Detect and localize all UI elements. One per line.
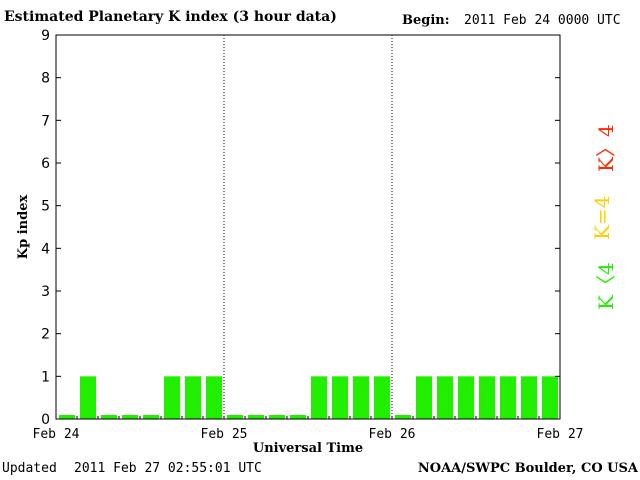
- y-tick-label: 2: [41, 327, 50, 343]
- y-tick-label: 6: [41, 156, 50, 172]
- kp-bar: [437, 376, 453, 419]
- kp-bar: [206, 376, 222, 419]
- y-axis: 0 1 2 3 4 5 6 7 8 9: [41, 28, 560, 428]
- kp-bar: [290, 415, 306, 419]
- kp-bar: [458, 376, 474, 419]
- kp-bar: [227, 415, 243, 419]
- updated-label: Updated: [2, 461, 57, 476]
- kp-bar: [143, 415, 159, 419]
- x-tick-label: Feb 25: [201, 427, 248, 442]
- kp-bar: [59, 415, 75, 419]
- kp-bar: [185, 376, 201, 419]
- x-axis: Feb 24 Feb 25 Feb 26 Feb 27: [33, 416, 584, 442]
- legend-k-less-than-4: K〈4: [594, 262, 618, 310]
- y-tick-label: 5: [41, 199, 50, 215]
- kp-bar: [248, 415, 264, 419]
- plot-frame: [55, 34, 561, 420]
- y-tick-label: 1: [41, 369, 50, 385]
- kp-bar: [164, 376, 180, 419]
- y-tick-label: 8: [41, 71, 50, 87]
- kp-bar: [80, 376, 96, 419]
- y-tick-label: 0: [41, 412, 50, 428]
- updated-value: 2011 Feb 27 02:55:01 UTC: [74, 461, 262, 476]
- x-tick-label: Feb 27: [537, 427, 584, 442]
- kp-bar: [269, 415, 285, 419]
- kp-bar: [122, 415, 138, 419]
- kp-bar: [416, 376, 432, 419]
- begin-value: 2011 Feb 24 0000 UTC: [464, 13, 621, 28]
- kp-bar: [311, 376, 327, 419]
- y-axis-label: Kp index: [16, 195, 31, 260]
- kp-bar: [332, 376, 348, 419]
- y-tick-label: 7: [41, 113, 50, 129]
- kp-bar: [542, 376, 558, 419]
- x-tick-label: Feb 26: [369, 427, 416, 442]
- x-tick-label: Feb 24: [33, 427, 80, 442]
- y-tick-label: 4: [41, 241, 50, 257]
- kp-bar: [521, 376, 537, 419]
- chart-title: Estimated Planetary K index (3 hour data…: [4, 9, 337, 25]
- kp-bar: [479, 376, 495, 419]
- y-tick-label: 3: [41, 284, 50, 300]
- x-axis-label: Universal Time: [253, 441, 363, 456]
- legend-k-greater-than-4: K〉4: [594, 124, 618, 172]
- credit-line: NOAA/SWPC Boulder, CO USA: [417, 461, 638, 476]
- y-tick-label: 9: [41, 28, 50, 44]
- kp-bar: [395, 415, 411, 419]
- begin-label: Begin:: [402, 13, 450, 28]
- kp-bar: [353, 376, 369, 419]
- bar-group: [59, 376, 558, 419]
- kp-bar: [500, 376, 516, 419]
- day-separators: [223, 35, 393, 419]
- legend-k-equals-4: K=4: [590, 195, 614, 240]
- kp-bar: [101, 415, 117, 419]
- kp-bar: [374, 376, 390, 419]
